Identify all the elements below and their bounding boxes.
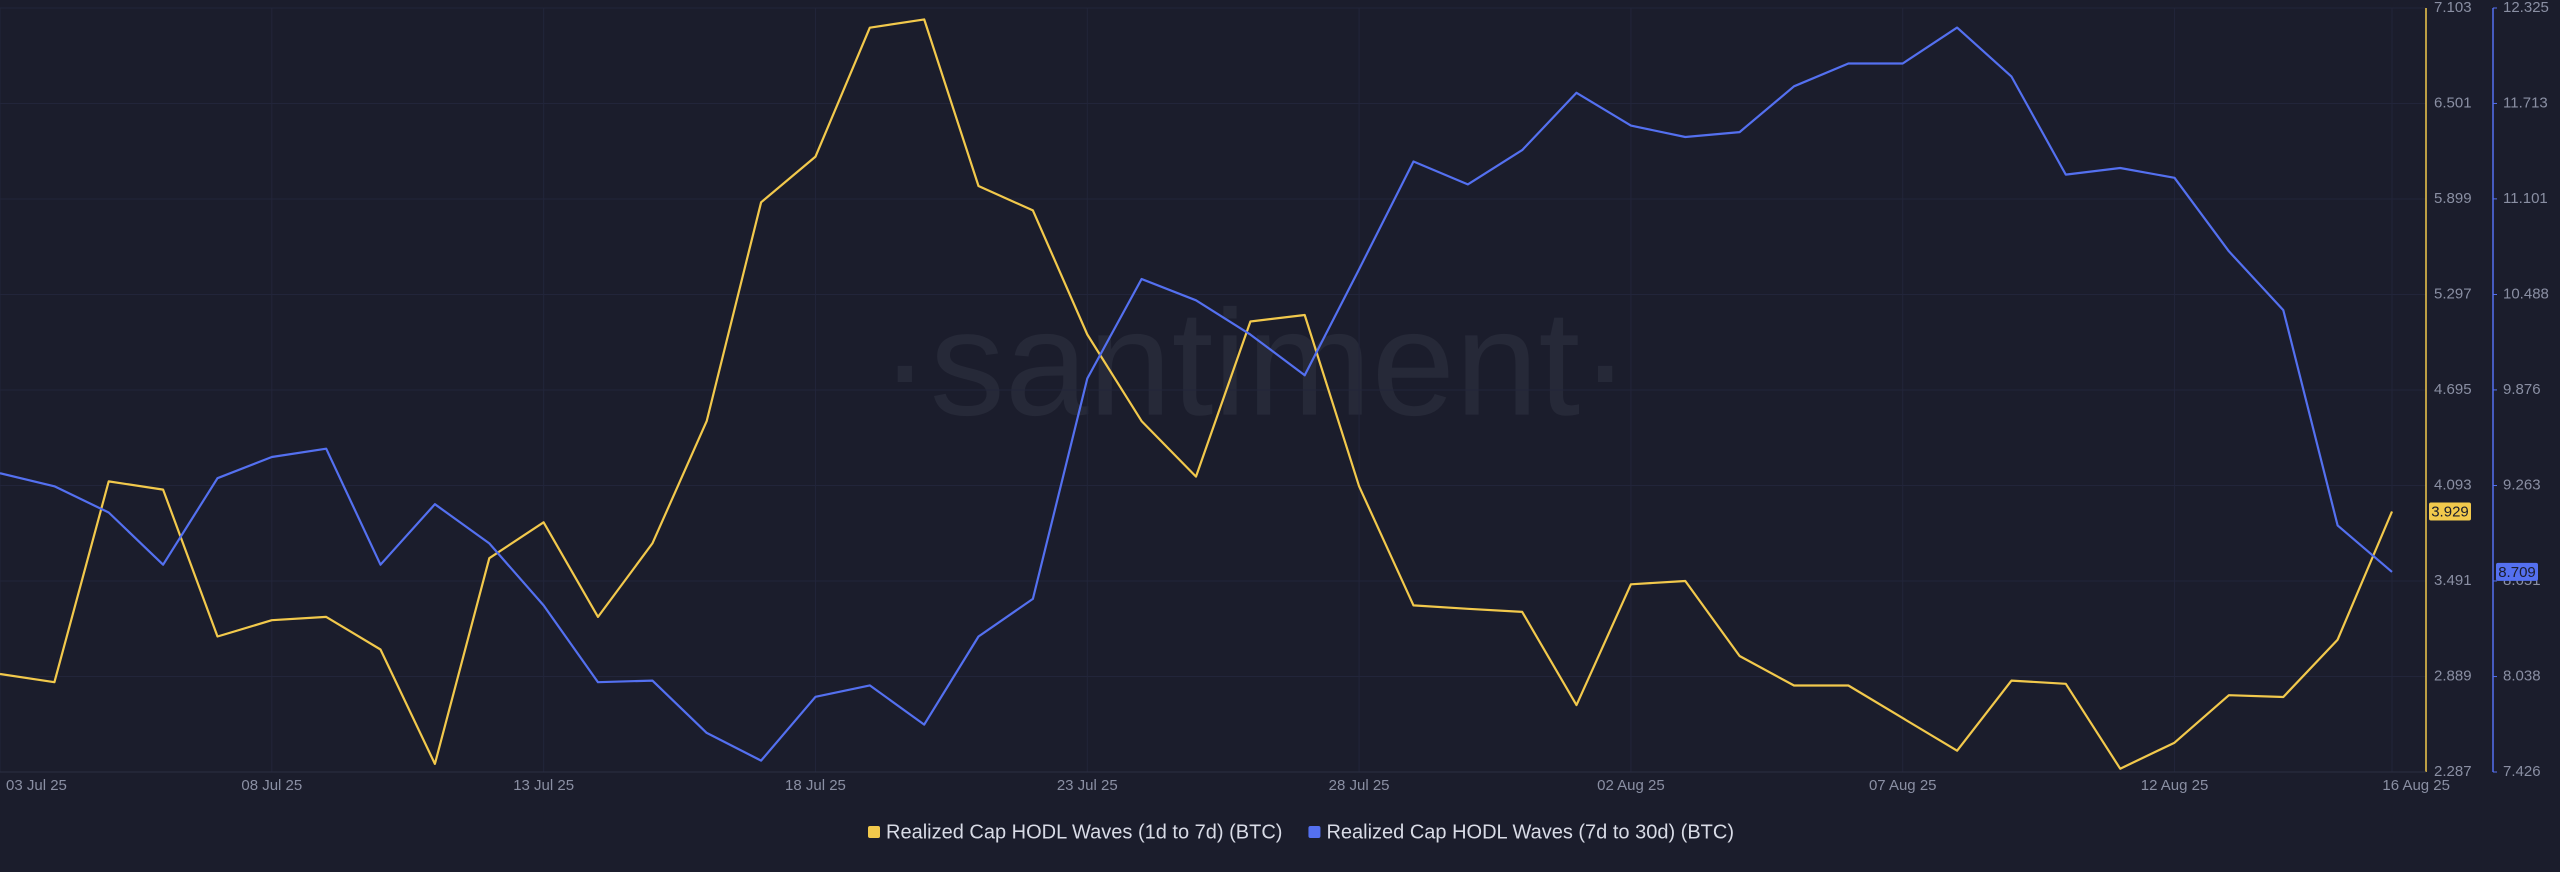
- y-tick-label: 4.695: [2434, 381, 2472, 398]
- y2-tick-label: 9.263: [2503, 476, 2541, 493]
- x-tick-label: 23 Jul 25: [1057, 777, 1118, 794]
- y-tick-label: 4.093: [2434, 476, 2472, 493]
- x-tick-label: 03 Jul 25: [6, 777, 67, 794]
- x-tick-label: 18 Jul 25: [785, 777, 846, 794]
- watermark: ·santiment·: [880, 279, 1630, 447]
- y2-tick-label: 9.876: [2503, 381, 2541, 398]
- x-tick-label: 16 Aug 25: [2382, 777, 2450, 794]
- x-tick-label: 13 Jul 25: [513, 777, 574, 794]
- y-tick-label: 5.297: [2434, 285, 2472, 302]
- y-tick-label: 2.889: [2434, 667, 2472, 684]
- x-tick-label: 12 Aug 25: [2141, 777, 2209, 794]
- x-tick-label: 28 Jul 25: [1329, 777, 1390, 794]
- y2-tick-label: 11.713: [2503, 94, 2548, 111]
- y2-tick-label: 7.426: [2503, 763, 2541, 780]
- value-label-box: [2496, 562, 2538, 581]
- legend-label: Realized Cap HODL Waves (1d to 7d) (BTC): [886, 821, 1282, 843]
- x-tick-label: 02 Aug 25: [1597, 777, 1665, 794]
- y-tick-label: 7.103: [2434, 0, 2472, 16]
- y-tick-label: 3.491: [2434, 572, 2472, 589]
- x-tick-label: 07 Aug 25: [1869, 777, 1937, 794]
- y-tick-label: 2.287: [2434, 763, 2472, 780]
- value-label: 8.709: [2498, 564, 2536, 581]
- x-tick-label: 08 Jul 25: [241, 777, 302, 794]
- series-line: [0, 26, 2393, 762]
- legend-label: Realized Cap HODL Waves (7d to 30d) (BTC…: [1326, 821, 1734, 843]
- value-label-box: [2429, 502, 2471, 521]
- y2-tick-label: 12.325: [2503, 0, 2549, 16]
- value-label: 3.929: [2431, 503, 2469, 520]
- series-line: [0, 18, 2394, 770]
- y-tick-label: 6.501: [2434, 94, 2472, 111]
- y2-tick-label: 8.038: [2503, 668, 2541, 685]
- y2-tick-label: 10.488: [2503, 285, 2549, 302]
- y2-tick-label: 11.101: [2503, 190, 2548, 207]
- y-tick-label: 5.899: [2434, 190, 2472, 207]
- legend: Realized Cap HODL Waves (1d to 7d) (BTC)…: [868, 821, 1734, 843]
- legend-swatch: [868, 826, 880, 838]
- legend-swatch: [1308, 826, 1321, 838]
